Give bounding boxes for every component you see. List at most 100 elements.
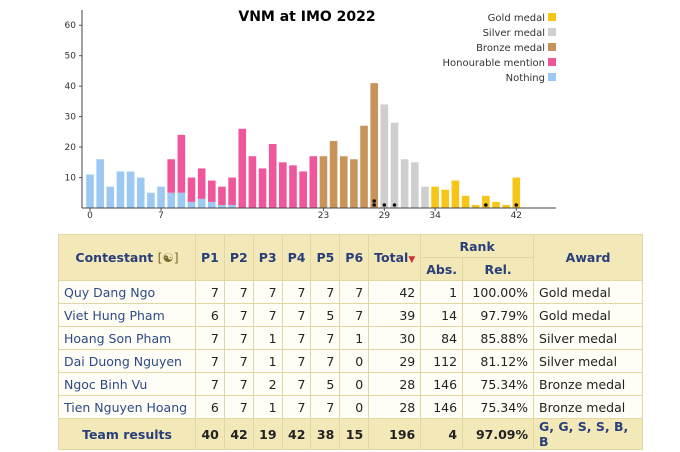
contestant-name-link[interactable]: Ngoc Binh Vu [58,372,196,396]
bar-honourable-mention [299,171,307,208]
y-tick-label: 10 [65,174,77,184]
team-score-marker [372,199,377,203]
rel-cell: 81.12% [462,349,535,373]
bar-bronze-medal [350,159,358,208]
bar-bronze-medal [360,125,368,208]
bar-honourable-mention [197,168,206,199]
team-p6: 15 [339,418,370,450]
team-results-row: Team results 40 42 19 42 38 15 196 4 97.… [58,418,644,450]
p4-cell: 7 [281,326,312,350]
team-score-marker [382,203,387,207]
p5-cell: 7 [310,280,341,304]
bar-honourable-mention [279,162,287,208]
header-p1[interactable]: P1 [195,234,225,281]
bar-honourable-mention [289,165,297,208]
abs-cell: 1 [420,280,464,304]
header-award[interactable]: Award [533,234,644,281]
bar-nothing [116,171,125,208]
bar-gold-medal [441,189,450,208]
award-cell: Silver medal [533,349,644,373]
p6-cell: 0 [339,395,370,419]
legend-label: Silver medal [483,28,545,39]
team-rank-abs: 4 [420,418,464,450]
contestant-name-link[interactable]: Viet Hung Pham [58,303,196,327]
p2-cell: 7 [223,349,254,373]
team-p3: 19 [252,418,283,450]
header-rank-rel[interactable]: Rel. [462,257,535,281]
bar-nothing [197,198,206,208]
bar-nothing [177,192,186,208]
header-total[interactable]: Total▼ [368,234,422,281]
rel-cell: 97.79% [462,303,535,327]
y-tick-label: 20 [65,143,77,153]
header-p3[interactable]: P3 [252,234,283,281]
p6-cell: 7 [339,280,370,304]
header-p4[interactable]: P4 [281,234,312,281]
y-tick-label: 30 [65,113,77,123]
team-score-marker [372,203,377,207]
team-results-label: Team results [58,418,196,450]
bar-silver-medal [400,159,409,208]
p4-cell: 7 [281,280,312,304]
bar-honourable-mention [187,177,196,202]
contestant-sort-icon[interactable]: [☯] [157,250,179,265]
results-table: Contestant [☯] P1 P2 P3 P4 P5 P6 Total▼ … [58,234,644,450]
contestant-row: Ngoc Binh Vu 7 7 2 7 5 0 28 146 75.34% Bronze meda… [58,372,644,396]
bar-gold-medal [512,177,521,208]
rel-cell: 100.00% [462,280,535,304]
contestant-row: Quy Dang Ngo 7 7 7 7 7 7 42 1 100.00% Gold medal [58,280,644,304]
p3-cell: 2 [252,372,283,396]
x-tick-label: 23 [318,211,329,221]
bar-gold-medal [492,201,500,208]
score-distribution-chart: VNM at IMO 2022 10 20 30 40 50 60 0 7 23 29 34 42 G… [65,9,556,221]
team-score-marker [484,203,488,207]
p6-cell: 1 [339,326,370,350]
bar-silver-medal [390,122,399,208]
p1-cell: 7 [195,280,225,304]
p1-cell: 7 [195,326,225,350]
header-p2[interactable]: P2 [223,234,254,281]
header-p6[interactable]: P6 [339,234,370,281]
p1-cell: 7 [195,349,225,373]
header-contestant[interactable]: Contestant [☯] [58,234,196,281]
bar-bronze-medal [319,156,328,208]
p2-cell: 7 [223,303,254,327]
p5-cell: 7 [310,349,341,373]
total-cell: 29 [368,349,422,373]
sort-descending-icon[interactable]: ▼ [408,255,416,265]
p2-cell: 7 [223,326,254,350]
contestant-name-link[interactable]: Tien Nguyen Hoang [58,395,196,419]
total-cell: 28 [368,395,422,419]
bar-gold-medal [482,195,490,208]
p4-cell: 7 [281,395,312,419]
bar-nothing [208,201,216,208]
bar-nothing [106,186,115,208]
header-rank-abs[interactable]: Abs. [420,257,464,281]
chart-title: VNM at IMO 2022 [238,9,375,25]
p5-cell: 7 [310,395,341,419]
abs-cell: 112 [420,349,464,373]
bar-honourable-mention [228,177,236,205]
total-cell: 30 [368,326,422,350]
bar-bronze-medal [370,83,378,208]
contestant-name-link[interactable]: Quy Dang Ngo [58,280,196,304]
x-tick-label: 34 [429,211,441,221]
p6-cell: 7 [339,303,370,327]
abs-cell: 146 [420,395,464,419]
bar-bronze-medal [329,140,338,208]
contestant-name-link[interactable]: Dai Duong Nguyen [58,349,196,373]
legend-swatch [548,73,556,81]
award-cell: Bronze medal [533,395,644,419]
award-cell: Gold medal [533,303,644,327]
rel-cell: 85.88% [462,326,535,350]
x-tick-label: 0 [87,211,93,221]
y-tick-label: 60 [65,21,77,31]
team-rank-rel: 97.09% [462,418,535,450]
legend-swatch [548,13,556,21]
bar-honourable-mention [238,128,247,208]
header-p5[interactable]: P5 [310,234,341,281]
contestant-name-link[interactable]: Hoang Son Pham [58,326,196,350]
contestant-row: Viet Hung Pham 6 7 7 7 5 7 39 14 97.79% Gold medal [58,303,644,327]
team-total: 196 [368,418,422,450]
p3-cell: 7 [252,303,283,327]
